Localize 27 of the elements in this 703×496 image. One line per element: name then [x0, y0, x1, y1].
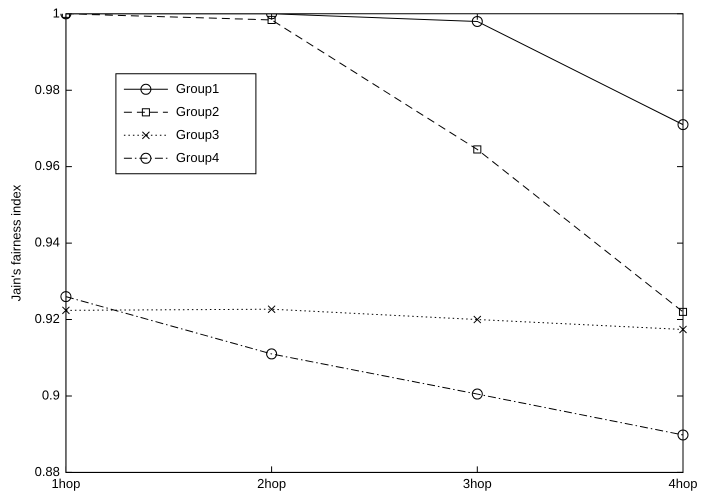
- point: [678, 119, 688, 130]
- y-axis-title: Jain's fairness index: [8, 184, 24, 302]
- point: [268, 305, 276, 314]
- legend-label: Group3: [176, 126, 220, 142]
- y-tick-label: 0.94: [34, 234, 60, 250]
- x-tick-label: 2hop: [257, 476, 286, 491]
- point: [60, 291, 72, 302]
- legend-label: Group1: [176, 80, 220, 96]
- x-tick-label: 4hop: [668, 476, 698, 491]
- legend-label: Group2: [176, 104, 220, 119]
- y-tick-label: 0.98: [34, 82, 60, 97]
- point: [472, 388, 483, 400]
- y-tick-label: 0.92: [34, 311, 60, 326]
- point: [266, 348, 278, 360]
- point: [678, 308, 688, 316]
- point: [268, 16, 276, 24]
- y-tick-label: 1: [52, 5, 60, 20]
- y-tick-label: 0.9: [42, 388, 60, 403]
- point: [473, 316, 482, 324]
- point: [473, 145, 482, 154]
- point: [678, 429, 688, 440]
- x-tick-label: 3hop: [462, 476, 492, 491]
- point: [62, 306, 70, 314]
- point: [472, 16, 483, 27]
- y-tick-label: 0.96: [34, 158, 60, 174]
- legend-label: Group4: [176, 150, 220, 165]
- point: [678, 325, 688, 334]
